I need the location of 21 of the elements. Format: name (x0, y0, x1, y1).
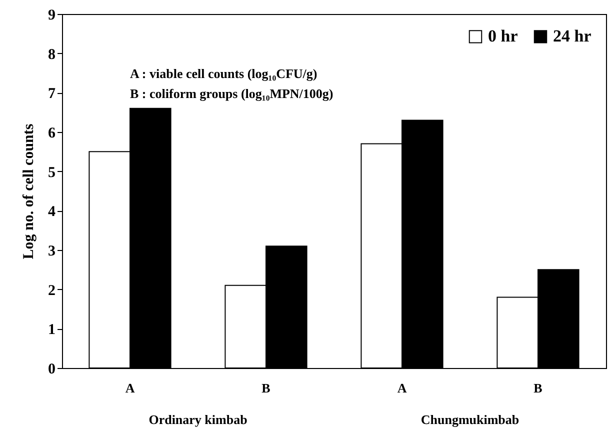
x-tick-label: A (125, 380, 136, 396)
legend-label: 24 hr (553, 26, 592, 46)
text: Chungmukimbab (420, 412, 520, 427)
x-tick-label: A (397, 380, 408, 396)
legend-label: 0 hr (488, 26, 518, 46)
annotation: B : coliform groups (log₁₀MPN/100g) (130, 86, 334, 101)
y-tick-label: 9 (48, 8, 56, 24)
text: Ordinary kimbab (148, 412, 248, 427)
y-tick-label: 2 (48, 282, 56, 299)
y-tick-label: 4 (48, 204, 56, 220)
y-tick-label: 0 (48, 362, 56, 378)
x-tick-label: B (262, 380, 271, 396)
y-tick-label: 1 (48, 322, 56, 338)
x-tick-label: B (534, 380, 543, 396)
y-tick-label: 5 (48, 164, 56, 181)
y-axis-title: Log no. of cell counts (21, 124, 37, 260)
annotation: A : viable cell counts (log₁₀CFU/g) (130, 66, 318, 81)
y-tick-label: 3 (48, 244, 56, 260)
y-tick-label: 6 (48, 126, 56, 142)
y-tick-label: 8 (48, 46, 56, 63)
y-tick-label: 7 (48, 86, 56, 102)
